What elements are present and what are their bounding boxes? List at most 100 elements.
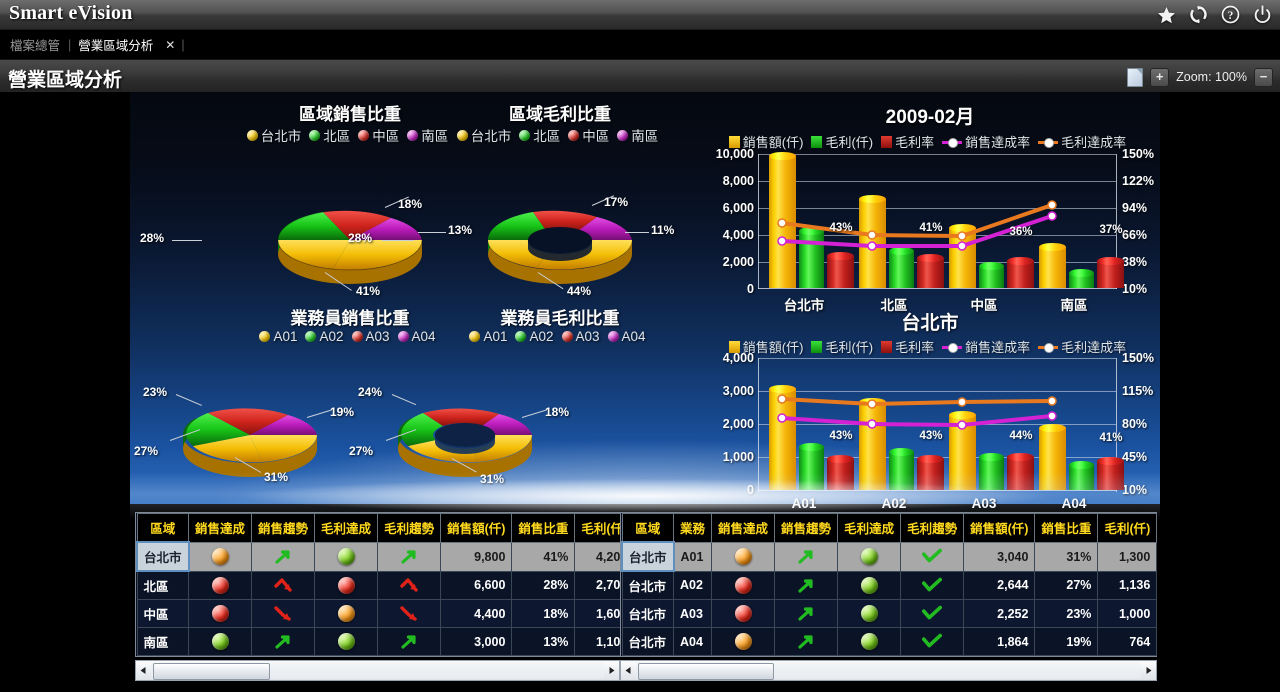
bar-value-label: 41% bbox=[1099, 432, 1123, 444]
cell-sales-share: 23% bbox=[1034, 599, 1099, 628]
table-row[interactable]: 台北市 A01 3,040 31% 1, bbox=[621, 541, 1158, 572]
right-table-scrollbar[interactable] bbox=[620, 660, 1157, 681]
arrow-up-green-icon bbox=[275, 635, 290, 649]
pie-leader bbox=[382, 240, 414, 241]
y-tick: 8,000 bbox=[722, 174, 754, 188]
scroll-left-icon[interactable] bbox=[136, 662, 151, 679]
y-tick: 4,000 bbox=[722, 228, 754, 242]
cell-rep: A03 bbox=[673, 599, 713, 628]
table-row[interactable]: 南區 3,000 13% 1,100 bbox=[136, 627, 635, 656]
col-sales-amount[interactable]: 銷售額(仟) bbox=[440, 513, 513, 543]
col-sales-status[interactable]: 銷售達成 bbox=[188, 513, 253, 543]
y-tick: 0 bbox=[747, 282, 754, 296]
y2-tick: 150% bbox=[1122, 351, 1154, 365]
pie-value-label: 23% bbox=[143, 385, 168, 399]
cell-sales-trend bbox=[774, 541, 839, 572]
data-tables: 區域 銷售達成 銷售趨勢 毛利達成 毛利趨勢 銷售額(仟) 銷售比重 毛利(仟)… bbox=[135, 512, 1158, 687]
scroll-left-icon[interactable] bbox=[621, 662, 636, 679]
y2-tick: 66% bbox=[1122, 228, 1148, 242]
zoom-out-button[interactable]: − bbox=[1254, 67, 1273, 87]
page-header: 營業區域分析 + Zoom: 100% − bbox=[0, 60, 1280, 95]
cell-region: 台北市 bbox=[136, 541, 190, 572]
col-profit-trend[interactable]: 毛利趨勢 bbox=[377, 513, 442, 543]
status-light-red-icon bbox=[337, 576, 355, 594]
power-icon[interactable] bbox=[1253, 5, 1272, 24]
status-light-orange-icon bbox=[734, 633, 752, 650]
table-row[interactable]: 台北市 A04 1,864 19% 76 bbox=[621, 627, 1158, 656]
pie-legend-rep-sales: A01 A02 A03 A04 bbox=[240, 329, 460, 344]
x-category-label: A02 bbox=[881, 496, 907, 511]
trend-lines-month bbox=[777, 200, 1057, 251]
col-sales-trend[interactable]: 銷售趨勢 bbox=[774, 513, 839, 543]
legend-label: A01 bbox=[483, 329, 508, 344]
left-table-scrollbar[interactable] bbox=[135, 660, 620, 681]
pie-value-label: 28% bbox=[140, 231, 165, 245]
col-sales-status[interactable]: 銷售達成 bbox=[711, 513, 776, 543]
tab-file-explorer[interactable]: 檔案總管 bbox=[10, 39, 61, 53]
col-sales-amount[interactable]: 銷售額(仟) bbox=[963, 513, 1036, 543]
col-sales-share[interactable]: 銷售比重 bbox=[1034, 513, 1099, 543]
zoom-in-button[interactable]: + bbox=[1150, 67, 1170, 87]
col-region[interactable]: 區域 bbox=[621, 513, 675, 543]
tab-sales-region-analysis[interactable]: 營業區域分析 bbox=[78, 39, 154, 53]
status-light-green-icon bbox=[337, 548, 355, 565]
legend-label: 北區 bbox=[323, 129, 351, 144]
cell-region: 北區 bbox=[136, 570, 190, 600]
star-icon[interactable] bbox=[1157, 5, 1176, 24]
legend-label: 北區 bbox=[533, 129, 561, 144]
y2-tick: 80% bbox=[1122, 417, 1148, 431]
arrow-up-red-icon bbox=[274, 578, 292, 592]
cell-profit-status bbox=[837, 627, 902, 656]
legend-label: 毛利達成率 bbox=[1061, 135, 1127, 150]
tab-close-icon[interactable]: ✕ bbox=[165, 37, 176, 52]
arrow-up-green-icon bbox=[401, 635, 416, 649]
table-row[interactable]: 中區 4,400 18% 1,600 bbox=[136, 599, 635, 628]
arrow-up-green-icon bbox=[401, 550, 416, 564]
y-tick: 0 bbox=[747, 483, 754, 497]
cell-sales-trend bbox=[251, 599, 316, 628]
col-profit-status[interactable]: 毛利達成 bbox=[314, 513, 379, 543]
col-profit-status[interactable]: 毛利達成 bbox=[837, 513, 902, 543]
cell-sales-amount: 2,644 bbox=[963, 570, 1036, 600]
bar-value-label: 44% bbox=[1009, 430, 1033, 442]
col-sales-share[interactable]: 銷售比重 bbox=[511, 513, 576, 543]
pie-chart-region-sales bbox=[277, 209, 423, 284]
table-row[interactable]: 台北市 A03 2,252 23% 1, bbox=[621, 599, 1158, 628]
help-icon[interactable]: ? bbox=[1221, 5, 1240, 24]
check-green-icon bbox=[922, 577, 943, 592]
col-profit-amount[interactable]: 毛利(仟) bbox=[1097, 513, 1158, 543]
cell-profit-trend bbox=[377, 570, 442, 600]
refresh-icon[interactable] bbox=[1189, 5, 1208, 24]
table-header-row: 區域 銷售達成 銷售趨勢 毛利達成 毛利趨勢 銷售額(仟) 銷售比重 毛利(仟) bbox=[136, 513, 635, 543]
y2-tick: 115% bbox=[1122, 384, 1154, 398]
col-profit-trend[interactable]: 毛利趨勢 bbox=[900, 513, 965, 543]
legend-label: 毛利率 bbox=[895, 135, 935, 150]
charts-panel: 區域銷售比重 台北市 北區 中區 南區 bbox=[130, 92, 1160, 511]
scroll-right-icon[interactable] bbox=[604, 662, 619, 679]
pie-value-label: 19% bbox=[330, 405, 355, 419]
arrow-down-red-icon bbox=[400, 606, 417, 621]
scroll-right-icon[interactable] bbox=[1141, 662, 1156, 679]
scroll-thumb[interactable] bbox=[638, 663, 774, 680]
y-tick: 4,000 bbox=[722, 351, 754, 365]
y-tick: 10,000 bbox=[715, 147, 754, 161]
cell-profit-status bbox=[314, 627, 379, 656]
table-row[interactable]: 台北市 A02 2,644 27% 1, bbox=[621, 570, 1158, 600]
scroll-track[interactable] bbox=[636, 662, 1141, 680]
table-row[interactable]: 北區 6,600 28% 2,700 bbox=[136, 570, 635, 600]
col-rep[interactable]: 業務 bbox=[673, 513, 713, 543]
pie-leader bbox=[172, 240, 202, 241]
cell-sales-share: 19% bbox=[1034, 627, 1099, 656]
table-row[interactable]: 台北市 9,800 41% 4,200 bbox=[136, 541, 635, 572]
scroll-track[interactable] bbox=[151, 662, 604, 680]
scroll-thumb[interactable] bbox=[153, 663, 270, 680]
bar-chart-title-taipei: 台北市 bbox=[901, 313, 959, 334]
legend-label: 台北市 bbox=[470, 129, 512, 144]
cell-profit-status bbox=[314, 599, 379, 628]
legend-label: A03 bbox=[365, 329, 390, 344]
cell-sales-status bbox=[711, 541, 776, 572]
col-region[interactable]: 區域 bbox=[136, 513, 190, 543]
col-sales-trend[interactable]: 銷售趨勢 bbox=[251, 513, 316, 543]
pie-leader bbox=[625, 232, 649, 233]
page-document-icon[interactable] bbox=[1127, 67, 1144, 87]
